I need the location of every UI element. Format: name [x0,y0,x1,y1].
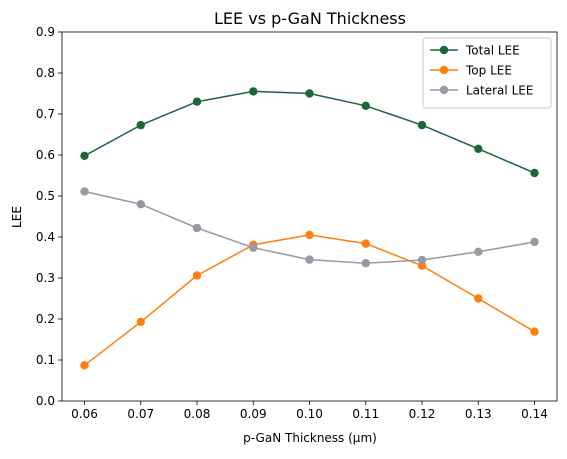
y-tick-label: 0.4 [36,230,55,244]
x-tick-label: 0.08 [184,407,211,421]
y-tick-label: 0.6 [36,148,55,162]
x-tick-label: 0.09 [240,407,267,421]
data-point-1-4 [305,230,314,240]
plot-area [61,31,558,402]
data-point-1-2 [192,271,202,280]
x-tick-label: 0.12 [409,407,436,421]
x-axis: 0.06 0.07 0.08 0.09 0.10 0.11 0.12 0.13 0.14 [71,401,548,421]
legend: Total LEE Top LEE Lateral LEE [422,37,552,109]
data-point-2-4 [305,255,314,264]
y-tick-label: 0.9 [36,25,55,39]
legend-marker-0 [439,45,449,55]
data-point-2-3 [249,243,258,252]
data-point-2-2 [192,223,202,233]
data-point-2-5 [361,259,370,268]
chart-title: LEE vs p-GaN Thickness [214,9,406,28]
legend-label-2: Lateral LEE [466,84,533,98]
data-point-1-5 [361,239,370,248]
series-line-2 [84,190,535,264]
y-tick-label: 0.0 [36,394,55,408]
y-tick-label: 0.2 [36,312,55,326]
x-tick-label: 0.14 [521,407,548,421]
y-tick-label: 0.1 [36,353,55,367]
data-point-1-1 [136,317,145,327]
series-line-1 [84,234,535,366]
x-tick-label: 0.13 [465,407,492,421]
data-point-2-1 [136,200,145,209]
data-point-0-6 [417,120,427,130]
legend-label-0: Total LEE [465,44,520,58]
data-point-2-8 [530,237,539,247]
data-point-0-2 [192,97,202,106]
data-point-1-0 [80,361,89,370]
y-tick-label: 0.5 [36,189,55,203]
data-point-1-7 [474,294,483,303]
x-tick-label: 0.10 [296,407,323,421]
data-point-0-3 [249,87,258,96]
x-tick-label: 0.07 [127,407,154,421]
data-point-2-7 [474,247,483,256]
data-point-2-0 [80,187,89,196]
data-point-0-8 [530,168,539,178]
y-axis: 0.0 0.1 0.2 0.3 0.4 0.5 0.6 0.7 0.8 0.9 [36,25,62,408]
legend-marker-2 [439,85,449,95]
x-axis-label: p-GaN Thickness (μm) [243,431,377,445]
x-tick-label: 0.11 [352,407,379,421]
y-tick-label: 0.3 [36,271,55,285]
x-tick-label: 0.06 [71,407,98,421]
data-point-0-1 [136,120,145,130]
data-point-0-0 [80,151,89,160]
data-point-0-7 [474,144,483,153]
data-point-0-5 [361,101,370,111]
legend-label-1: Top LEE [465,64,512,78]
data-point-0-4 [305,89,314,98]
data-point-2-6 [417,255,427,265]
y-axis-label: LEE [10,206,24,228]
y-tick-label: 0.8 [36,66,55,80]
y-tick-label: 0.7 [36,107,55,121]
data-point-1-8 [530,327,539,336]
legend-marker-1 [439,65,449,75]
